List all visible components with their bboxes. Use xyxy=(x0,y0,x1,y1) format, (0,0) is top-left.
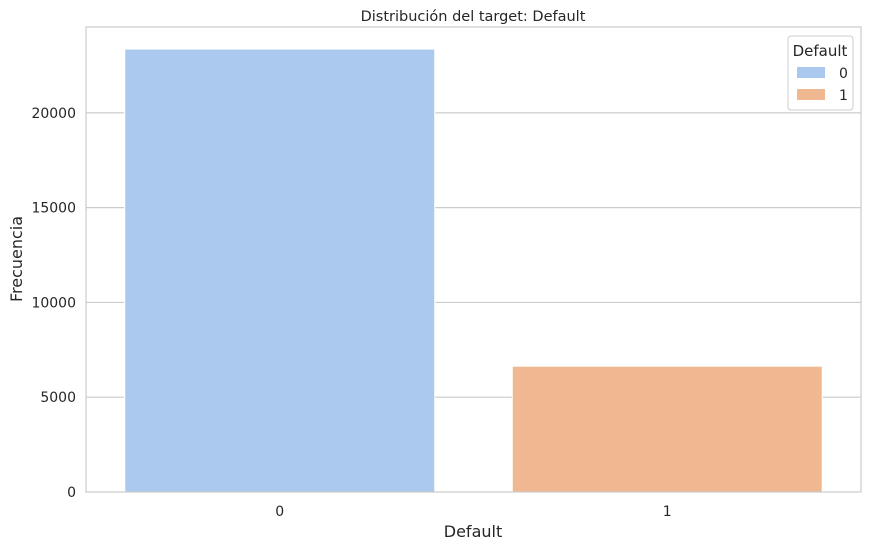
x-tick-label: 1 xyxy=(663,504,672,520)
legend: Default 01 xyxy=(787,35,854,111)
y-tick-label: 15000 xyxy=(31,201,76,217)
legend-entries: 01 xyxy=(797,66,848,104)
y-tick-label: 10000 xyxy=(31,295,76,311)
legend-swatch-1 xyxy=(797,89,825,100)
y-axis-label: Frecuencia xyxy=(7,216,26,302)
y-tick-label: 0 xyxy=(67,485,76,501)
bar-0 xyxy=(124,48,436,493)
y-tick-label: 5000 xyxy=(40,390,76,406)
legend-swatch-0 xyxy=(797,67,825,78)
chart-title: Distribución del target: Default xyxy=(361,9,586,25)
x-axis-label: Default xyxy=(444,522,502,541)
legend-label: 1 xyxy=(839,88,848,104)
bar-1 xyxy=(511,365,823,493)
legend-title: Default xyxy=(793,42,848,60)
y-axis-ticks: 0 5000 10000 15000 20000 xyxy=(31,106,76,501)
y-tick-label: 20000 xyxy=(31,106,76,122)
x-tick-label: 0 xyxy=(275,504,284,520)
bars xyxy=(124,48,823,493)
plot-frame xyxy=(85,26,862,493)
legend-label: 0 xyxy=(839,66,848,82)
